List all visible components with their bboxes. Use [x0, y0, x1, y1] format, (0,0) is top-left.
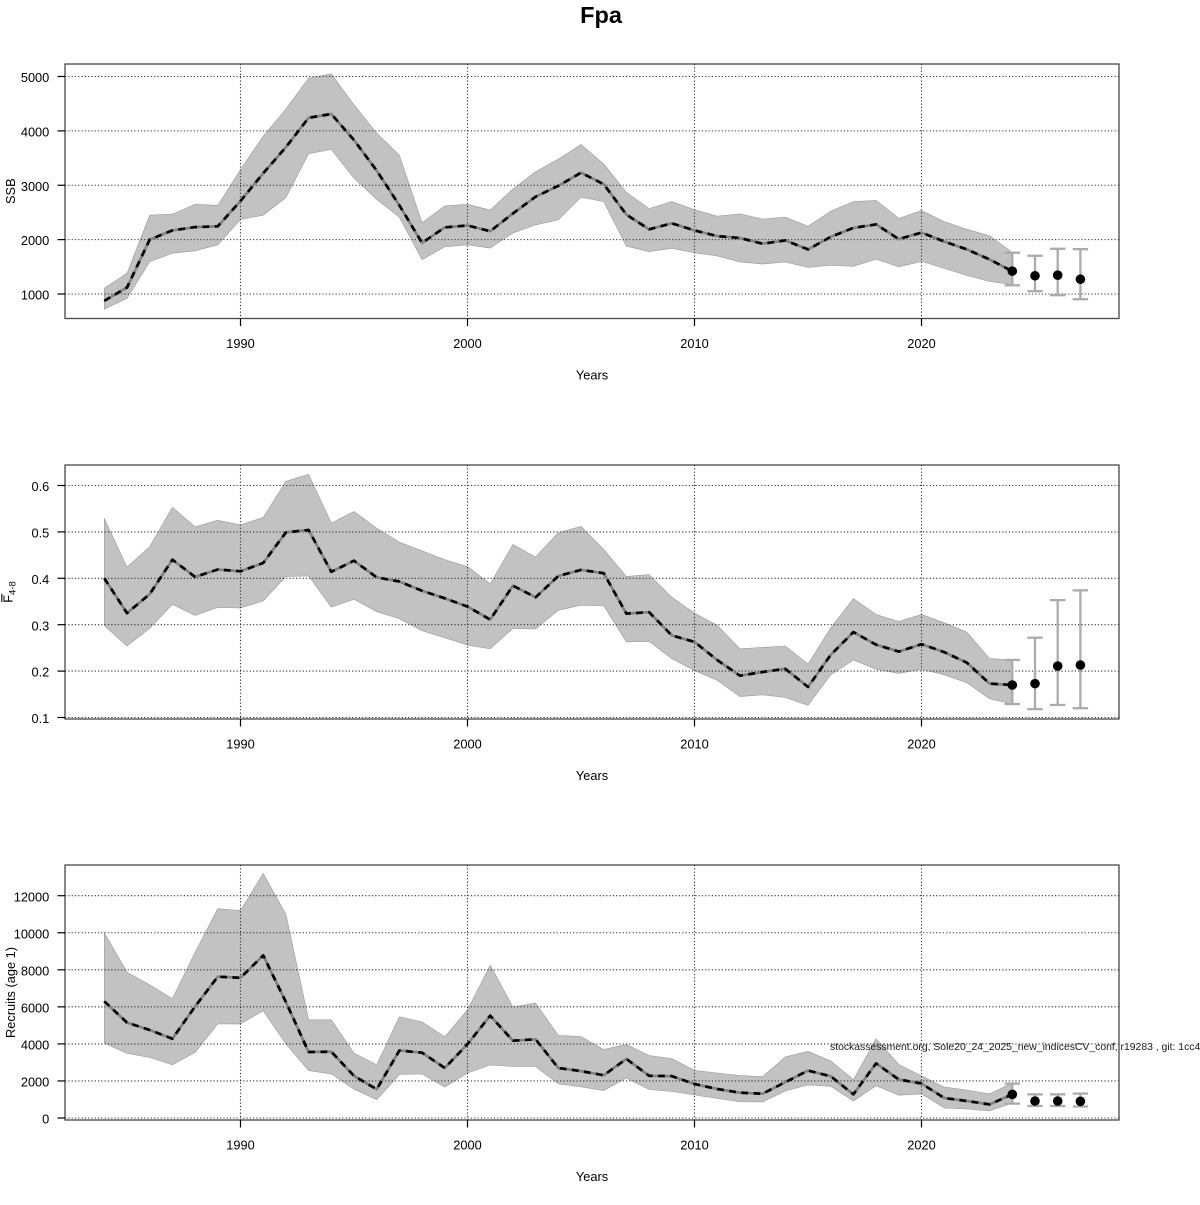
svg-text:2000: 2000 [453, 737, 481, 752]
svg-text:6000: 6000 [21, 1000, 49, 1015]
svg-text:F4-8: F4-8 [0, 581, 18, 603]
svg-text:0.3: 0.3 [32, 618, 50, 633]
svg-text:10000: 10000 [14, 926, 50, 941]
svg-text:2010: 2010 [680, 1138, 708, 1153]
svg-text:2010: 2010 [680, 336, 708, 351]
svg-text:stockassessment.org, Sole20_24: stockassessment.org, Sole20_24_2025_new_… [830, 1042, 1200, 1053]
svg-text:Recruits (age 1): Recruits (age 1) [3, 947, 18, 1038]
svg-text:0.5: 0.5 [32, 525, 50, 540]
svg-text:2020: 2020 [907, 737, 935, 752]
svg-text:2000: 2000 [21, 1075, 49, 1090]
svg-text:Years: Years [576, 367, 608, 382]
svg-text:1000: 1000 [21, 288, 49, 303]
svg-text:0.1: 0.1 [32, 711, 50, 726]
svg-text:0: 0 [42, 1112, 49, 1127]
svg-text:2000: 2000 [453, 336, 481, 351]
svg-text:2000: 2000 [21, 233, 49, 248]
svg-text:0.4: 0.4 [32, 572, 50, 587]
svg-text:2020: 2020 [907, 1138, 935, 1153]
svg-text:5000: 5000 [21, 70, 49, 85]
svg-text:SSB: SSB [3, 178, 18, 204]
svg-text:1990: 1990 [226, 737, 254, 752]
svg-text:2020: 2020 [907, 336, 935, 351]
svg-text:4000: 4000 [21, 1037, 49, 1052]
svg-text:Years: Years [576, 768, 608, 783]
svg-text:2000: 2000 [453, 1138, 481, 1153]
svg-text:4000: 4000 [21, 124, 49, 139]
svg-text:0.2: 0.2 [32, 665, 50, 680]
svg-text:0.6: 0.6 [32, 479, 50, 494]
svg-text:8000: 8000 [21, 963, 49, 978]
svg-text:2010: 2010 [680, 737, 708, 752]
svg-text:Fpa: Fpa [580, 2, 623, 28]
svg-text:Years: Years [576, 1169, 608, 1184]
svg-text:3000: 3000 [21, 179, 49, 194]
svg-text:1990: 1990 [226, 336, 254, 351]
svg-text:1990: 1990 [226, 1138, 254, 1153]
svg-text:12000: 12000 [14, 889, 50, 904]
